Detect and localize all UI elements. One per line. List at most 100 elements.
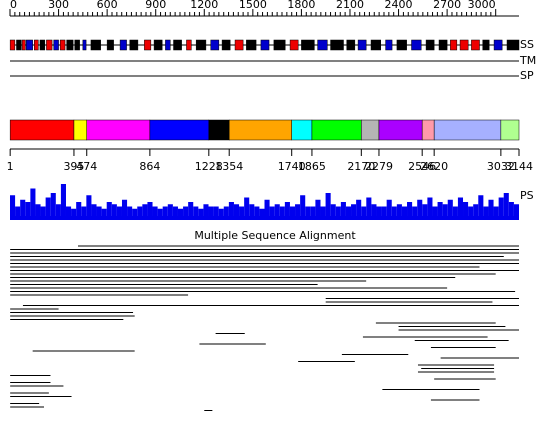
msa-title: Multiple Sequence Alignment — [194, 229, 356, 242]
ps-bar — [371, 204, 377, 220]
domain — [378, 119, 423, 141]
ss-segment — [106, 39, 114, 51]
ps-bar — [167, 204, 173, 220]
ss-segment — [273, 39, 286, 51]
ps-bar — [422, 204, 428, 220]
ps-bar — [366, 197, 372, 220]
ps-bar — [493, 206, 499, 220]
ps-bar — [503, 193, 509, 220]
ps-bar — [376, 206, 382, 220]
ps-bar — [76, 202, 82, 220]
ss-segment — [330, 39, 344, 51]
ps-bar — [233, 204, 240, 220]
ps-bar — [177, 208, 184, 220]
ss-segment — [195, 39, 207, 51]
domain-boundary-label: 1 — [7, 160, 14, 173]
ss-segment — [260, 39, 270, 51]
ps-bar — [208, 206, 214, 220]
ss-segment — [396, 39, 407, 51]
ps-bar — [162, 206, 168, 220]
ps-bar — [498, 197, 504, 220]
ps-bar — [437, 202, 443, 220]
ps-bar — [473, 204, 479, 220]
ruler-tick-label: 2100 — [336, 0, 364, 11]
ruler-tick-label: 2700 — [433, 0, 461, 11]
ps-bar — [172, 206, 178, 220]
ps-bar — [320, 206, 326, 220]
ps-bar — [330, 204, 336, 220]
ss-segment — [246, 39, 257, 51]
ps-bar — [142, 204, 148, 220]
ss-segment — [74, 39, 80, 51]
domain — [311, 119, 362, 141]
ss-segment — [153, 39, 163, 51]
ss-segment — [119, 39, 127, 51]
ruler-tick-label: 1500 — [239, 0, 267, 11]
ps-bar — [147, 202, 153, 220]
ss-segment — [173, 39, 182, 51]
ps-bar — [427, 197, 433, 220]
ps-bar — [351, 204, 357, 220]
ps-bar — [249, 204, 255, 220]
ruler-tick-label: 1200 — [190, 0, 218, 11]
ss-segment — [317, 39, 328, 51]
ps-label: PS — [520, 189, 534, 202]
domain-boundary-label: 864 — [139, 160, 160, 173]
ss-segment — [289, 39, 299, 51]
ps-bar — [508, 202, 514, 220]
ps-bar — [284, 202, 290, 220]
ps-bar — [223, 206, 229, 220]
domain-boundary-label: 3144 — [505, 160, 533, 173]
ps-bar — [132, 208, 138, 220]
ps-bar — [254, 206, 260, 220]
ps-bar — [488, 199, 494, 220]
tm-label: TM — [519, 54, 536, 67]
ps-bar — [10, 195, 16, 220]
ps-bar — [417, 199, 423, 220]
ruler-tick-label: 1800 — [287, 0, 315, 11]
ps-bar — [91, 204, 97, 220]
ps-bar — [218, 208, 224, 220]
domain — [9, 119, 75, 141]
ps-bar — [127, 206, 133, 220]
ps-bar — [40, 206, 46, 220]
ps-bar — [432, 206, 438, 220]
ps-bar — [183, 206, 189, 220]
ps-bar — [71, 208, 77, 220]
domain — [73, 119, 87, 141]
ps-bar — [325, 193, 331, 220]
ps-bar — [452, 206, 458, 220]
ss-segment — [186, 39, 192, 51]
domain — [291, 119, 313, 141]
ps-bar — [457, 197, 464, 220]
domain-boundary-label: 1865 — [298, 160, 326, 173]
ss-segment — [385, 39, 393, 51]
ps-bar — [264, 199, 270, 220]
ss-segment — [82, 39, 87, 51]
ss-segment — [438, 39, 448, 51]
ps-bar — [478, 195, 484, 220]
ps-bar — [305, 206, 311, 220]
ps-bar — [157, 208, 163, 220]
ss-segment — [165, 39, 171, 51]
ps-bar — [35, 204, 41, 220]
ruler-tick-label: 600 — [97, 0, 118, 11]
domain — [208, 119, 230, 141]
ps-bar — [345, 206, 352, 220]
ss-segment — [16, 39, 22, 51]
ps-bar — [447, 199, 453, 220]
ss-segment — [370, 39, 381, 51]
ss-segment — [129, 39, 139, 51]
sp-label: SP — [520, 69, 534, 82]
ps-bar — [137, 206, 143, 220]
ps-bar — [335, 206, 341, 220]
domain — [421, 119, 435, 141]
ps-bar — [356, 199, 362, 220]
ps-bar — [300, 195, 306, 220]
ps-bar — [361, 206, 367, 220]
ps-bar — [381, 206, 387, 220]
domain — [149, 119, 210, 141]
ps-bar — [30, 188, 36, 220]
ruler-tick-label: 3000 — [468, 0, 496, 11]
ss-segment — [21, 39, 26, 51]
